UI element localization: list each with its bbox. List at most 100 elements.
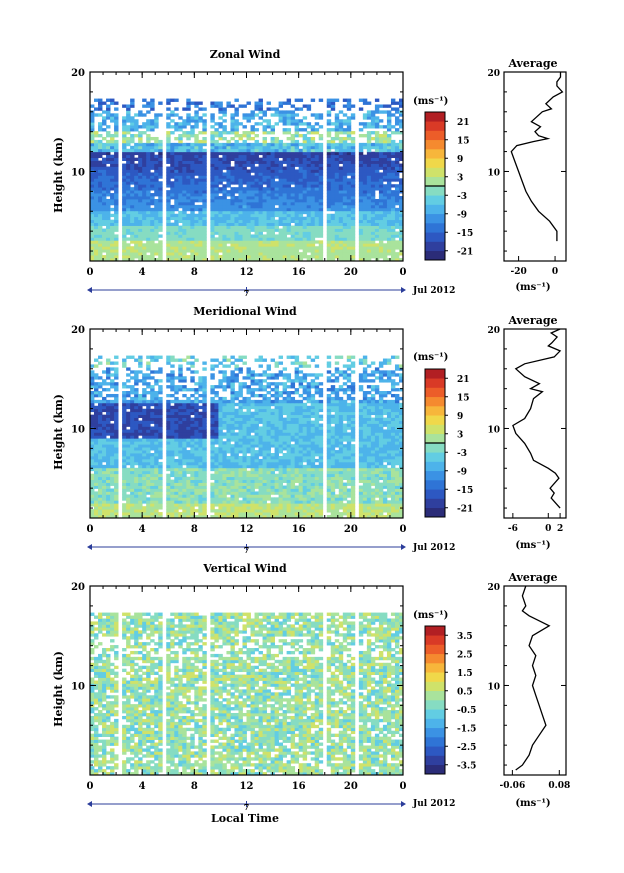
heatmap-cell (326, 243, 332, 247)
heatmap-cell (226, 240, 231, 244)
heatmap-cell (250, 479, 255, 483)
heatmap-cell (114, 116, 119, 120)
heatmap-cell (286, 196, 292, 200)
heatmap-cell (126, 237, 131, 241)
heatmap-cell (246, 488, 251, 492)
heatmap-cell (282, 467, 288, 472)
heatmap-cell (314, 151, 320, 156)
heatmap-cell (342, 160, 348, 164)
heatmap-cell (226, 506, 231, 510)
heatmap-cell (146, 178, 151, 182)
heatmap-cell (98, 455, 103, 460)
y-tick-label: 10 (71, 167, 85, 178)
heatmap-cell (350, 131, 356, 135)
heatmap-cell (290, 464, 296, 469)
heatmap-cell (274, 107, 279, 111)
heatmap-cell (374, 228, 380, 232)
heatmap-cell (246, 482, 251, 486)
heatmap-cell (98, 497, 103, 501)
heatmap-cell (90, 228, 95, 232)
heatmap-cell (254, 237, 259, 241)
heatmap-cell (286, 458, 292, 463)
heatmap-cell (178, 479, 183, 483)
heatmap-cell (154, 515, 159, 519)
heatmap-cell (194, 464, 199, 469)
heatmap-cell (238, 252, 243, 256)
heatmap-cell (106, 473, 111, 478)
heatmap-cell (138, 479, 143, 483)
heatmap-cell (306, 207, 312, 212)
heatmap-cell (334, 154, 340, 159)
heatmap-cell (250, 136, 255, 141)
heatmap-cell (238, 246, 243, 250)
heatmap-cell (186, 198, 191, 203)
heatmap-cell (126, 178, 131, 182)
heatmap-cell (286, 172, 292, 176)
heatmap-cell (266, 178, 271, 182)
heatmap-cell (398, 196, 404, 200)
heatmap-cell (350, 243, 356, 247)
heatmap-cell (310, 142, 316, 147)
heatmap-cell (306, 234, 312, 238)
heatmap-cell (142, 216, 147, 221)
heatmap-cell (342, 249, 348, 253)
heatmap-cell (350, 506, 356, 510)
heatmap-cell (186, 181, 191, 185)
heatmap-cell (106, 249, 111, 253)
heatmap-cell (194, 187, 199, 191)
heatmap-cell (186, 148, 191, 153)
heatmap-cell (238, 485, 243, 489)
heatmap-cell (370, 151, 376, 156)
heatmap-cell (346, 213, 352, 218)
heatmap-cell (358, 172, 364, 176)
heatmap-cell (102, 455, 107, 460)
heatmap-cell (386, 512, 392, 516)
heatmap-cell (222, 175, 227, 179)
heatmap-cell (314, 204, 320, 209)
heatmap-cell (286, 258, 292, 262)
heatmap-cell (346, 234, 352, 238)
heatmap-cell (250, 488, 255, 492)
heatmap-cell (146, 184, 151, 188)
heatmap-cell (142, 207, 147, 212)
heatmap-cell (98, 237, 103, 241)
heatmap-cell (166, 201, 171, 206)
heatmap-cell (182, 240, 187, 244)
heatmap-cell (238, 166, 243, 170)
heatmap-cell (342, 482, 348, 486)
heatmap-cell (246, 134, 251, 138)
heatmap-cell (270, 160, 275, 164)
heatmap-cell (246, 172, 251, 176)
heatmap-cell (114, 193, 119, 197)
heatmap-cell (102, 175, 107, 179)
heatmap-cell (330, 458, 336, 463)
heatmap-cell (390, 476, 396, 481)
heatmap-cell (146, 228, 151, 232)
heatmap-cell (270, 243, 275, 247)
heatmap-cell (286, 193, 292, 197)
heatmap-cell (278, 201, 284, 206)
heatmap-cell (174, 497, 179, 501)
heatmap-cell (274, 198, 279, 203)
heatmap-cell (310, 225, 316, 229)
heatmap-cell (94, 207, 99, 212)
heatmap-cell (374, 470, 380, 475)
heatmap-cell (346, 136, 352, 141)
heatmap-cell (318, 125, 324, 129)
heatmap-cell (286, 464, 292, 469)
heatmap-cell (150, 160, 155, 164)
heatmap-cell (210, 249, 215, 253)
heatmap-cell (334, 213, 340, 218)
heatmap-cell (250, 166, 255, 170)
heatmap-cell (234, 500, 239, 504)
heatmap-cell (374, 116, 380, 120)
heatmap-cell (110, 500, 115, 504)
heatmap-cell (150, 485, 155, 489)
heatmap-cell (390, 219, 396, 224)
heatmap-cell (358, 213, 364, 218)
heatmap-cell (302, 134, 308, 138)
heatmap-cell (90, 482, 95, 486)
heatmap-cell (398, 184, 404, 188)
heatmap-cell (242, 154, 247, 159)
heatmap-cell (330, 240, 336, 244)
